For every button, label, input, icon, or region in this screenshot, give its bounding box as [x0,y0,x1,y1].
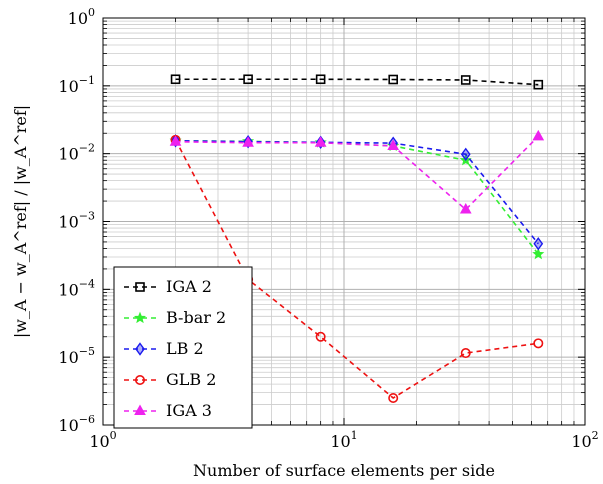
legend-label: GLB 2 [166,370,216,389]
y-tick-label: 10−3 [58,210,95,232]
data-point-triangle [242,136,254,147]
data-point-triangle [459,203,472,214]
legend-marker-square [135,282,145,292]
data-point-circle [533,338,544,349]
data-point-square [388,74,398,85]
data-point-diamond [460,147,471,161]
series-line [174,139,539,399]
data-point-circle [460,348,471,359]
ticks-layer [102,17,586,426]
series-line [175,135,539,211]
x-axis-label: Number of surface elements per side [193,461,495,480]
series-line [175,139,539,245]
legend-label: B-bar 2 [166,308,226,327]
data-point-triangle [314,136,327,147]
y-tick-label: 10−4 [58,277,95,299]
data-point-square [243,74,253,85]
series-iga-3 [169,129,545,214]
legend-marker-triangle [134,404,146,415]
legend-marker-diamond [135,342,145,356]
legend-entry: GLB 2 [124,370,216,389]
series-line [175,78,539,86]
y-tick-label: 10−6 [58,413,95,435]
data-point-star [532,247,545,260]
legend-label: LB 2 [166,339,204,358]
data-point-triangle [169,135,182,146]
legend-entry: IGA 2 [124,277,212,296]
legend-marker-circle [135,374,146,385]
data-point-square [315,74,326,85]
data-point-triangle [387,139,400,150]
data-point-diamond [533,237,544,251]
x-tick-label: 100 [89,429,116,451]
legend-label: IGA 3 [166,401,212,420]
legend-marker-star [133,311,147,324]
x-tick-label: 102 [571,429,598,451]
y-tick-label: 100 [68,6,95,28]
y-tick-label: 10−5 [58,345,95,367]
x-tick-label: 101 [330,429,357,451]
y-tick-label: 10−2 [58,142,95,164]
tick-labels: 100 101 102 100 10−1 10−2 10−3 10−4 10−5 10−6 [58,6,598,451]
data-point-triangle [532,129,545,141]
series-layer [169,74,545,404]
data-point-circle [315,331,326,342]
legend-entry: IGA 3 [124,401,212,420]
legend-label: IGA 2 [166,277,212,296]
legend-entry: LB 2 [124,339,204,358]
data-point-square [170,74,181,85]
legend: IGA 2 B-bar 2 LB 2 GLB 2 IGA 3 [113,266,253,429]
data-point-circle [388,393,399,404]
y-axis-label: |w_A − w_A^ref| / |w_A^ref| [11,105,30,338]
data-point-square [533,79,544,90]
data-point-square [460,75,471,85]
legend-entry: B-bar 2 [124,308,226,327]
series-iga-2 [170,74,544,90]
y-tick-label: 10−1 [58,74,95,96]
